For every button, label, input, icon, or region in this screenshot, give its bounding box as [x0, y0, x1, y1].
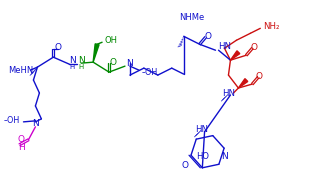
Text: HN: HN — [222, 89, 235, 99]
Text: O: O — [18, 135, 25, 144]
Text: N: N — [221, 152, 227, 161]
Text: OH: OH — [104, 36, 117, 45]
Text: N: N — [127, 59, 133, 68]
Text: O: O — [109, 58, 116, 67]
Polygon shape — [230, 51, 240, 60]
Text: H: H — [18, 143, 25, 152]
Text: NHMe: NHMe — [179, 13, 204, 22]
Text: HN: HN — [195, 125, 208, 134]
Text: HO: HO — [196, 152, 209, 161]
Text: O: O — [181, 161, 188, 170]
Text: MeHN: MeHN — [9, 66, 34, 75]
Text: H: H — [78, 64, 84, 70]
Text: O: O — [204, 32, 211, 41]
Polygon shape — [238, 79, 248, 88]
Text: –OH: –OH — [142, 68, 158, 77]
Text: –OH: –OH — [3, 116, 19, 125]
Text: N: N — [32, 119, 39, 128]
Text: N: N — [69, 56, 76, 65]
Text: HN: HN — [219, 42, 232, 51]
Text: O: O — [251, 43, 258, 52]
Text: NH₂: NH₂ — [263, 22, 280, 31]
Polygon shape — [93, 44, 99, 62]
Text: H: H — [70, 64, 75, 70]
Text: O: O — [256, 72, 263, 81]
Text: O: O — [55, 43, 62, 52]
Text: N: N — [78, 56, 85, 65]
